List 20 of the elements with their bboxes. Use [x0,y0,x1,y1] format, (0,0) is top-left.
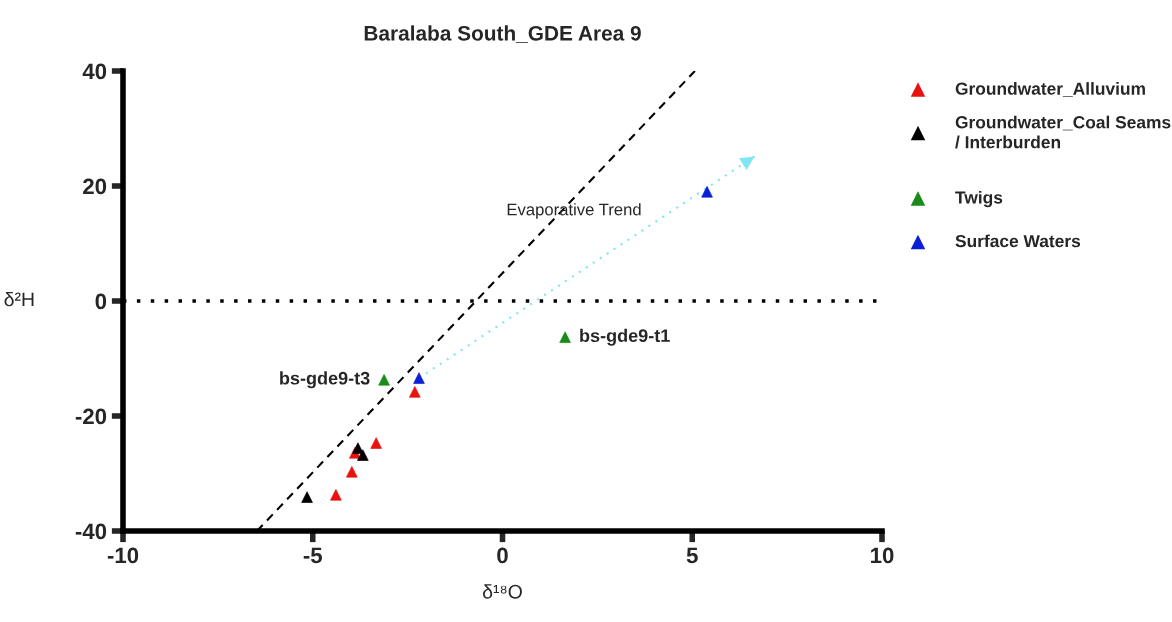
y-axis-title: δ²H [4,291,34,307]
y-tick-label: 40 [82,63,107,80]
x-tick-label: -5 [303,547,323,564]
legend-label: Surface Waters [955,234,1081,248]
y-tick-label: -40 [75,523,107,540]
annotation: Evaporative Trend [507,203,641,219]
annotation: bs-gde9-t1 [580,328,670,346]
legend-label: Twigs [955,190,1003,208]
y-tick-label: 20 [83,178,107,195]
x-axis-title: δ¹⁸O [483,584,522,599]
chart-title: Baralaba South_GDE Area 9 [364,25,641,43]
x-tick-label: -10 [107,547,139,564]
y-tick-label: 0 [95,293,107,310]
y-tick-label: -20 [75,408,107,425]
legend-label: Groundwater_Coal Seams / Interburden [955,115,1171,149]
x-tick-label: 0 [497,547,508,564]
x-tick-label: 10 [871,547,894,564]
x-tick-label: 5 [686,547,698,564]
legend-label: Groundwater_Alluvium [955,82,1145,97]
annotation: bs-gde9-t3 [280,371,370,389]
